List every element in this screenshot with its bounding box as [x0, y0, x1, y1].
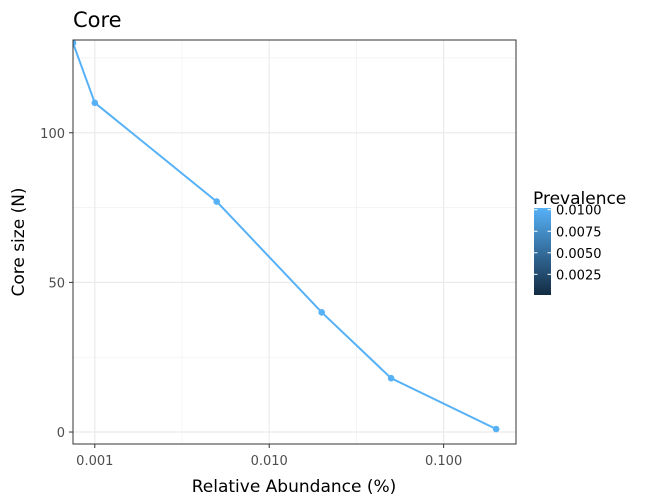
- x-axis-title: Relative Abundance (%): [192, 477, 397, 497]
- y-tick-label: 0: [57, 426, 65, 441]
- legend-tick-label: 0.0100: [556, 204, 602, 219]
- legend: Prevalence 0.0100 0.0075 0.0050 0.0025: [533, 189, 626, 295]
- data-point: [387, 374, 395, 382]
- plot-panel: [73, 40, 516, 444]
- x-tick-label: 0.010: [251, 454, 288, 469]
- x-tick-label: 0.001: [76, 454, 113, 469]
- y-axis-title: Core size (N): [9, 187, 29, 296]
- y-tick-label: 100: [40, 127, 65, 142]
- y-tick-label: 50: [48, 276, 65, 291]
- series-line: [73, 42, 497, 430]
- legend-title: Prevalence: [533, 189, 626, 209]
- series-layer: [73, 40, 500, 433]
- data-point: [73, 40, 77, 47]
- legend-ticks: 0.0100 0.0075 0.0050 0.0025: [534, 204, 602, 283]
- data-point: [91, 99, 99, 107]
- chart-title: Core: [73, 8, 122, 32]
- legend-tick-label: 0.0075: [556, 225, 602, 240]
- legend-tick-label: 0.0050: [556, 247, 602, 262]
- data-point: [492, 425, 500, 433]
- x-tick-label: 0.100: [425, 454, 462, 469]
- data-point: [318, 309, 326, 316]
- plot-border: [72, 39, 517, 445]
- grid-lines: [73, 40, 516, 444]
- legend-tick-label: 0.0025: [556, 268, 602, 283]
- axes: 0.001 0.010 0.100 0 50 100: [40, 127, 462, 469]
- data-point: [213, 198, 221, 205]
- legend-colorbar: [534, 208, 551, 295]
